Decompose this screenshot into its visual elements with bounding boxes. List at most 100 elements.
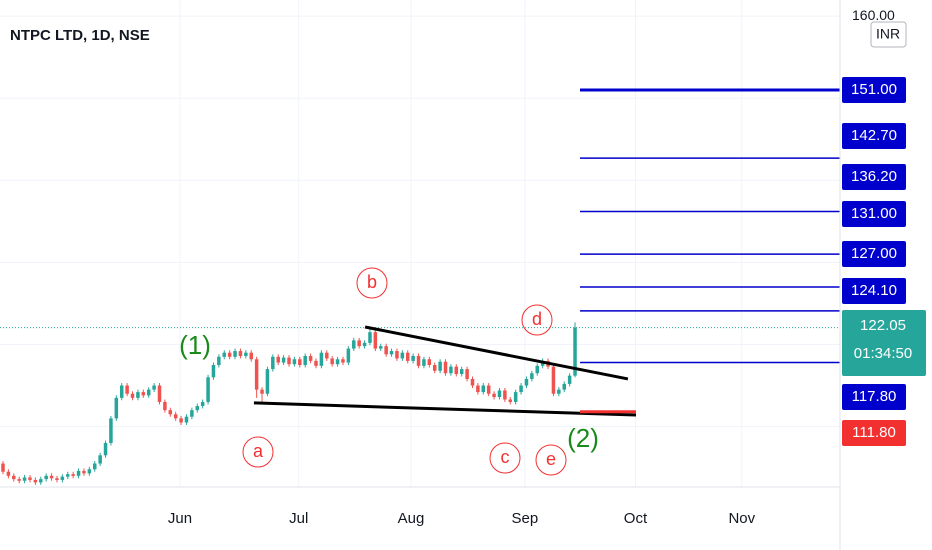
- level-label-box: [842, 201, 906, 227]
- x-tick-label: Jul: [289, 510, 308, 527]
- last-price-label: 122.05: [860, 317, 906, 334]
- candle-body: [12, 475, 16, 480]
- candle-body: [22, 477, 27, 481]
- wave-label: (2): [567, 423, 599, 453]
- currency[interactable]: INR: [876, 26, 900, 42]
- chart-title: NTPC LTD, 1D, NSE: [10, 27, 150, 44]
- candle-body: [141, 392, 146, 396]
- candle-body: [486, 385, 491, 394]
- candle-body: [276, 356, 280, 363]
- candle-body: [535, 365, 540, 374]
- candle-body: [352, 340, 356, 349]
- candle-body: [567, 375, 572, 384]
- candle-body: [443, 361, 448, 374]
- candle-body: [125, 385, 129, 394]
- candle-body: [503, 390, 507, 400]
- candle-body: [292, 359, 297, 365]
- candle-body: [508, 399, 513, 402]
- candle-body: [190, 410, 194, 417]
- candle-body: [400, 352, 405, 359]
- candle-body: [449, 366, 453, 374]
- x-tick-label: Sep: [511, 510, 538, 527]
- candle-body: [379, 346, 383, 349]
- candle-body: [497, 390, 502, 398]
- x-tick-label: Nov: [728, 510, 755, 527]
- candle-body: [103, 442, 108, 456]
- y-tick-label: 160.00: [852, 7, 895, 23]
- candle-body: [303, 355, 307, 366]
- candle-body: [249, 352, 253, 360]
- axes: Jun Jul Aug Sep Oct Nov 160.00 151.00 142.70 136.…: [168, 7, 926, 527]
- candle-body: [265, 369, 270, 394]
- last-price-box: [842, 310, 926, 376]
- candle-body: [184, 416, 189, 423]
- candle-body: [244, 352, 248, 356]
- candle-body: [217, 356, 221, 366]
- candle-body: [92, 463, 97, 470]
- level-label: 127.00: [851, 245, 897, 262]
- candle-body: [227, 352, 232, 357]
- candle-body: [114, 397, 119, 419]
- candle-body: [49, 475, 54, 479]
- candle-body: [427, 359, 432, 366]
- level-label: 151.00: [851, 81, 897, 98]
- candle-body: [459, 369, 464, 375]
- candle-body: [368, 332, 372, 343]
- candle-body: [82, 470, 86, 474]
- sub-wave-label: c: [501, 447, 510, 467]
- candle-body: [179, 418, 183, 423]
- candle-body: [562, 383, 566, 390]
- sub-wave-circle: [356, 267, 388, 299]
- candle-body: [492, 393, 496, 398]
- candle-body: [411, 355, 415, 361]
- level-label: 142.70: [851, 127, 897, 144]
- candle-body: [281, 357, 286, 363]
- currency-box[interactable]: [870, 21, 907, 48]
- candle-body: [157, 385, 162, 402]
- candle-body: [341, 359, 345, 363]
- candle-body: [33, 479, 38, 483]
- candle-body: [362, 342, 367, 347]
- trendline: [364, 325, 629, 381]
- candle-body: [119, 385, 124, 398]
- candle-body: [98, 455, 102, 464]
- candle-body: [271, 356, 275, 370]
- candle-body: [109, 418, 113, 443]
- candle-body: [260, 389, 264, 394]
- candle-body: [173, 414, 178, 419]
- sub-wave-label: a: [253, 441, 264, 461]
- sub-wave-circle: [521, 304, 553, 336]
- candle-body: [238, 351, 243, 356]
- level-label-box: [842, 420, 906, 446]
- candle-body: [551, 366, 556, 394]
- candle-body: [405, 352, 410, 361]
- candle-body: [168, 410, 173, 415]
- level-label-box: [842, 77, 906, 103]
- plot: (1) (2) a b c d e: [0, 88, 840, 485]
- candle-body: [17, 479, 21, 481]
- candle-body: [222, 352, 227, 357]
- candle-body: [71, 474, 75, 476]
- candle-body: [200, 401, 205, 407]
- candle-body: [325, 352, 329, 359]
- level-label: 131.00: [851, 205, 897, 222]
- candle-body: [530, 373, 534, 379]
- candle-body: [314, 360, 318, 366]
- x-tick-label: Oct: [624, 510, 648, 527]
- candle-body: [308, 355, 313, 361]
- candle-body: [389, 351, 394, 355]
- candle-body: [524, 378, 529, 386]
- candle-body: [136, 392, 140, 398]
- sub-wave-label: d: [532, 309, 542, 329]
- candle-body: [465, 369, 469, 379]
- candle-body: [384, 346, 388, 355]
- candle-body: [416, 355, 421, 366]
- candle-body: [557, 389, 561, 394]
- candle-body: [335, 359, 340, 365]
- countdown: 01:34:50: [854, 345, 912, 362]
- candle-body: [287, 357, 291, 365]
- candle-body: [470, 378, 475, 386]
- level-label-box: [842, 241, 906, 267]
- candle-body: [1, 463, 5, 472]
- candle-body: [28, 477, 32, 480]
